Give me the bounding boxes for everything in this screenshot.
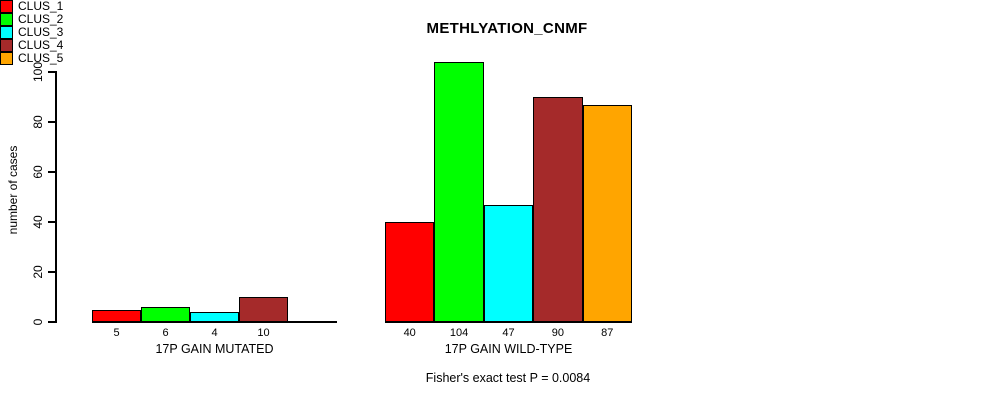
bar-value-label: 87 — [601, 327, 614, 339]
bar-clus_1 — [92, 309, 141, 322]
bar-clus_3 — [190, 312, 239, 322]
bar-clus_4 — [239, 297, 288, 322]
y-tick-label: 0 — [31, 318, 45, 326]
legend-color-swatch — [0, 0, 13, 13]
bar-value-label: 104 — [449, 327, 469, 339]
legend-label: CLUS_1 — [18, 0, 64, 13]
legend-item: CLUS_4 — [0, 39, 63, 52]
legend: CLUS_1 CLUS_2 CLUS_3 CLUS_4 CLUS_5 — [0, 0, 63, 65]
legend-item: CLUS_3 — [0, 26, 63, 39]
y-tick-mark — [48, 71, 56, 73]
bar-clus_2 — [434, 62, 484, 322]
fisher-test-annotation: Fisher's exact test P = 0.0084 — [425, 371, 591, 385]
legend-item: CLUS_2 — [0, 13, 63, 26]
y-tick-mark — [48, 221, 56, 223]
y-tick-label: 80 — [31, 115, 45, 129]
legend-item: CLUS_5 — [0, 52, 63, 65]
bar-value-label: 10 — [257, 327, 270, 339]
bar-clus_4 — [533, 97, 583, 322]
y-tick-label: 60 — [31, 165, 45, 179]
bar-clus_2 — [141, 307, 190, 322]
bar-clus_1 — [385, 222, 435, 322]
group-label: 17P GAIN MUTATED — [155, 342, 274, 356]
y-tick-mark — [48, 121, 56, 123]
bar-value-label: 6 — [162, 327, 169, 339]
y-tick-label: 40 — [31, 215, 45, 229]
bar-value-label: 4 — [211, 327, 218, 339]
x-axis-baseline — [92, 321, 337, 323]
legend-color-swatch — [0, 39, 13, 52]
legend-color-swatch — [0, 26, 13, 39]
legend-item: CLUS_1 — [0, 0, 63, 13]
legend-label: CLUS_5 — [18, 51, 64, 65]
legend-color-swatch — [0, 13, 13, 26]
y-tick-mark — [48, 321, 56, 323]
y-tick-mark — [48, 271, 56, 273]
bar-value-label: 90 — [551, 327, 565, 339]
bar-value-label: 5 — [113, 327, 120, 339]
y-tick-mark — [48, 171, 56, 173]
y-tick-label: 20 — [31, 265, 45, 279]
y-axis-line — [55, 71, 57, 323]
chart-title: METHLYATION_CNMF — [426, 20, 588, 37]
legend-label: CLUS_3 — [18, 25, 64, 39]
group-label: 17P GAIN WILD-TYPE — [444, 342, 573, 356]
bar-value-label: 47 — [502, 327, 515, 339]
bar-clus_5 — [582, 104, 632, 322]
y-axis-label: number of cases — [6, 145, 20, 235]
legend-color-swatch — [0, 52, 13, 65]
legend-label: CLUS_4 — [18, 38, 64, 52]
bar-value-label: 40 — [403, 327, 416, 339]
x-axis-baseline — [385, 321, 632, 323]
legend-label: CLUS_2 — [18, 12, 64, 26]
bar-clus_3 — [483, 204, 534, 322]
